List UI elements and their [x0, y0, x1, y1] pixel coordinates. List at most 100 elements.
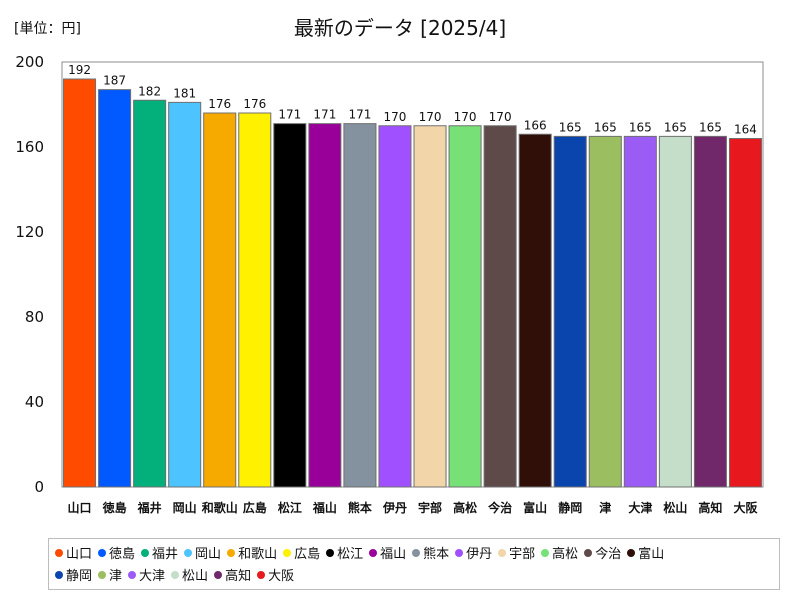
legend-marker — [257, 571, 266, 579]
legend-item: 今治 — [584, 544, 621, 565]
legend-label: 岡山 — [195, 547, 222, 562]
x-tick-label: 津 — [599, 500, 611, 515]
legend: 山口 徳島 福井 岡山 和歌山 広島 松江 福山 熊本 伊丹 宇部 高松 今治 富山 静岡 津 大津 松山 高知 大阪 — [48, 538, 780, 590]
x-tick-label: 富山 — [523, 500, 547, 515]
data-labels: 192 187 182 181 176 176 171 171 171 170 170 170 170 1… — [68, 63, 757, 137]
data-label: 170 — [419, 110, 442, 124]
data-label: 182 — [138, 84, 161, 98]
bar — [203, 112, 237, 488]
bar — [63, 78, 97, 488]
bar — [623, 135, 657, 488]
x-tick-label: 松江 — [278, 500, 302, 515]
legend-label: 松山 — [182, 569, 209, 584]
legend-item: 岡山 — [184, 544, 221, 565]
legend-marker — [326, 549, 335, 557]
legend-marker — [98, 571, 107, 579]
x-tick-label: 和歌山 — [201, 500, 238, 515]
legend-label: 熊本 — [423, 547, 450, 562]
legend-label: 高知 — [225, 569, 252, 584]
legend-marker — [455, 549, 464, 557]
legend-item: 広島 — [283, 544, 320, 565]
data-label: 165 — [559, 120, 582, 134]
x-axis: 山口 徳島 福井 岡山 和歌山 広島 松江 福山 熊本 伊丹 宇部 高松 今治 富山 静岡 津 大津 松山 高知 大阪 — [68, 500, 759, 515]
legend-item: 福井 — [141, 544, 178, 565]
x-tick-label: 伊丹 — [382, 500, 407, 515]
y-tick-label: 160 — [15, 138, 44, 156]
y-axis: 0 40 80 120 160 200 — [15, 53, 44, 496]
legend-item: 伊丹 — [455, 544, 492, 565]
legend-item: 熊本 — [412, 544, 449, 565]
data-label: 165 — [629, 120, 652, 134]
bar — [448, 125, 482, 488]
bar — [238, 112, 272, 488]
legend-label: 松江 — [337, 547, 364, 562]
legend-item: 大津 — [128, 566, 165, 587]
legend-marker — [227, 549, 236, 557]
legend-label: 今治 — [595, 547, 622, 562]
legend-marker — [369, 549, 378, 557]
legend-marker — [141, 549, 150, 557]
chart-title: 最新のデータ [2025/4] — [293, 16, 507, 40]
data-label: 176 — [243, 97, 266, 111]
bar — [588, 135, 622, 488]
bar — [98, 89, 132, 488]
data-label: 187 — [103, 74, 126, 88]
legend-label: 徳島 — [109, 547, 136, 562]
y-tick-label: 80 — [25, 308, 44, 326]
legend-marker — [128, 571, 137, 579]
bars — [63, 78, 763, 488]
legend-marker — [627, 549, 636, 557]
legend-label: 伊丹 — [466, 547, 493, 562]
legend-marker — [55, 549, 63, 557]
unit-label: [単位：円] — [14, 21, 81, 37]
legend-item: 大阪 — [257, 566, 294, 587]
bar — [483, 125, 517, 488]
legend-label: 大津 — [139, 569, 166, 584]
data-label: 170 — [454, 110, 477, 124]
legend-item: 静岡 — [55, 566, 92, 587]
legend-label: 山口 — [66, 547, 93, 562]
x-tick-label: 福井 — [137, 500, 162, 515]
bar — [693, 135, 727, 488]
legend-marker — [412, 549, 421, 557]
bar — [273, 123, 307, 488]
data-label: 165 — [664, 120, 687, 134]
data-label: 181 — [173, 86, 196, 100]
legend-marker — [584, 549, 593, 557]
legend-item: 山口 — [55, 544, 92, 565]
x-tick-label: 徳島 — [102, 500, 127, 515]
legend-label: 福山 — [380, 547, 407, 562]
legend-marker — [541, 549, 550, 557]
data-label: 170 — [384, 110, 407, 124]
legend-marker — [98, 549, 107, 557]
data-label: 192 — [68, 63, 91, 77]
bar — [133, 99, 167, 488]
legend-label: 福井 — [152, 547, 179, 562]
x-tick-label: 松山 — [663, 500, 687, 515]
x-tick-label: 大阪 — [733, 500, 758, 515]
y-tick-label: 120 — [15, 223, 44, 241]
legend-label: 宇部 — [509, 547, 536, 562]
bar — [413, 125, 447, 488]
x-tick-label: 宇部 — [418, 500, 442, 515]
legend-label: 和歌山 — [238, 547, 278, 562]
data-label: 170 — [489, 110, 512, 124]
data-label: 166 — [524, 118, 547, 132]
bar — [518, 133, 552, 488]
legend-marker — [171, 571, 180, 579]
y-tick-label: 200 — [15, 53, 44, 71]
legend-item: 和歌山 — [227, 544, 277, 565]
legend-label: 広島 — [294, 547, 321, 562]
legend-item: 津 — [98, 566, 122, 587]
legend-marker — [55, 571, 63, 579]
legend-marker — [184, 549, 193, 557]
data-label: 171 — [348, 108, 371, 122]
legend-marker — [214, 571, 223, 579]
data-label: 176 — [208, 97, 231, 111]
x-tick-label: 今治 — [487, 500, 512, 515]
bar — [728, 138, 763, 488]
bar — [308, 123, 342, 488]
legend-item: 富山 — [627, 544, 664, 565]
data-label: 165 — [699, 120, 722, 134]
